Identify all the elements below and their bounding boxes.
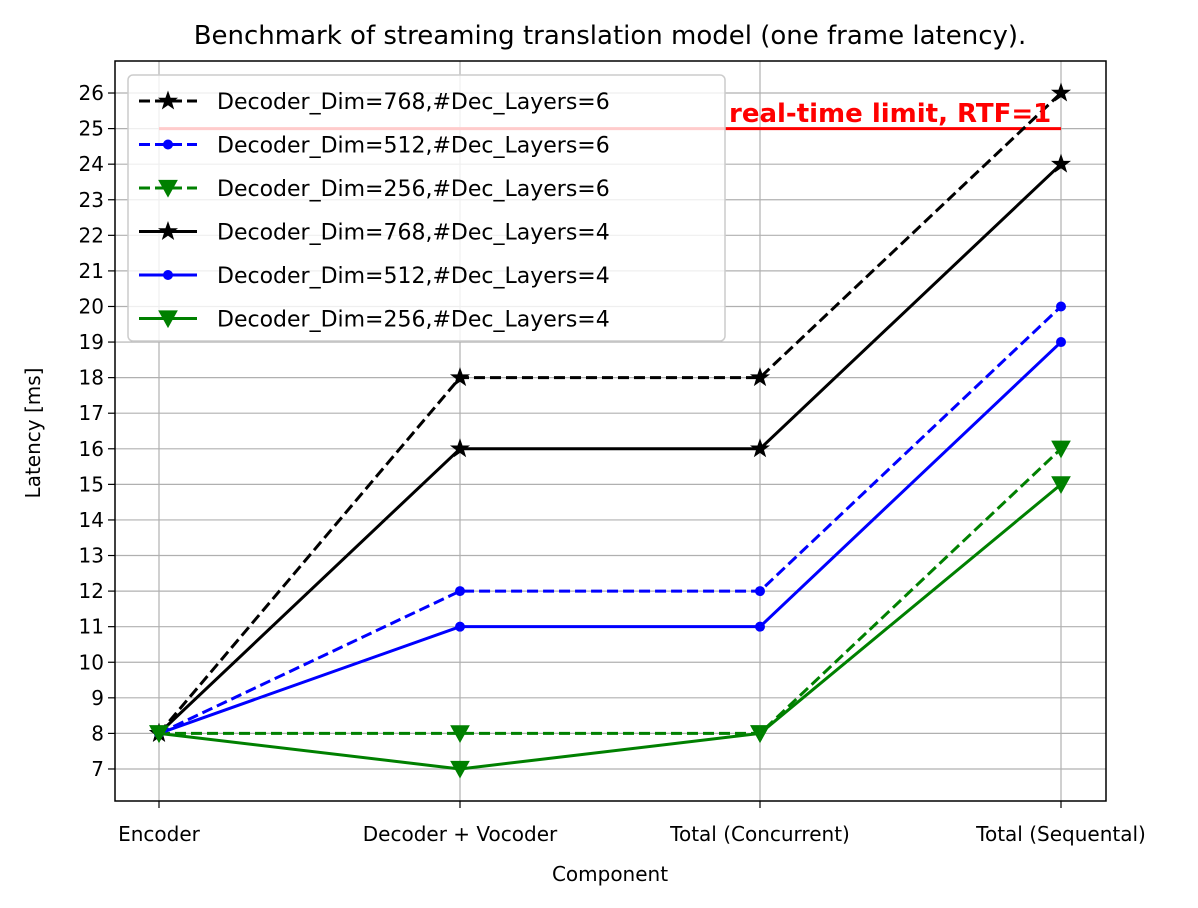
data-point-dot (163, 270, 173, 280)
y-tick-label: 21 (79, 259, 104, 283)
data-point-star (749, 438, 771, 458)
x-axis-label: Component (552, 862, 668, 886)
x-tick-label: Total (Concurrent) (669, 822, 850, 846)
data-point-star (1050, 82, 1072, 102)
data-point-star (1050, 153, 1072, 173)
real-time-limit-label: real-time limit, RTF=1 (729, 99, 1051, 129)
data-point-triangle (750, 725, 770, 743)
chart-title: Benchmark of streaming translation model… (194, 21, 1027, 51)
data-point-dot (163, 139, 173, 150)
series-line (159, 447, 1063, 735)
data-point-dot (755, 586, 765, 597)
data-point-dot (1056, 337, 1066, 348)
y-tick-label: 14 (79, 508, 104, 532)
data-point-triangle (450, 760, 470, 779)
y-tick-label: 23 (79, 188, 104, 212)
series-line (158, 483, 1062, 771)
series-6 (149, 476, 1071, 779)
y-tick-label: 18 (79, 366, 104, 390)
x-tick-label: Total (Sequental) (975, 822, 1146, 846)
data-point-triangle (158, 179, 178, 198)
y-tick-label: 9 (91, 686, 104, 710)
y-tick-label: 10 (79, 650, 104, 674)
data-point-star (749, 367, 771, 387)
legend-item: Decoder_Dim=256,#Dec_Layers=6 (139, 177, 610, 202)
data-point-triangle (450, 725, 470, 743)
y-tick-label: 7 (91, 757, 104, 781)
y-tick-label: 13 (79, 544, 104, 568)
data-point-dot (455, 621, 465, 632)
y-tick-label: 26 (79, 81, 104, 105)
y-tick-label: 25 (79, 117, 104, 141)
y-tick-label: 22 (79, 223, 104, 247)
legend-label: Decoder_Dim=256,#Dec_Layers=4 (217, 308, 610, 333)
x-tick-label: Decoder + Vocoder (363, 822, 558, 846)
y-tick-label: 20 (79, 294, 104, 318)
data-point-dot (455, 586, 465, 597)
y-axis: 7 8 9 10 11 12 13 14 15 16 17 18 19 20 21 22 23 24 25 26 (79, 81, 115, 781)
legend-item: Decoder_Dim=256,#Dec_Layers=4 (139, 308, 610, 333)
data-point-triangle (1051, 476, 1071, 494)
data-point-star (449, 367, 471, 387)
y-tick-label: 16 (79, 437, 104, 461)
legend: Decoder_Dim=768,#Dec_Layers=6 Decoder_Dim… (127, 74, 726, 342)
legend-box (127, 74, 726, 342)
x-tick-label: Encoder (118, 822, 201, 846)
plot-frame (114, 60, 1107, 802)
y-tick-label: 11 (79, 615, 104, 639)
y-tick-label: 17 (79, 401, 104, 425)
legend-item: Decoder_Dim=768,#Dec_Layers=6 (139, 90, 610, 115)
data-point-triangle (158, 310, 178, 329)
data-point-triangle (1051, 440, 1071, 459)
legend-label: Decoder_Dim=512,#Dec_Layers=4 (217, 264, 610, 289)
data-point-dot (755, 621, 765, 632)
legend-label: Decoder_Dim=768,#Dec_Layers=6 (217, 90, 610, 115)
x-axis: Encoder Decoder + Vocoder Total (Concurren… (118, 801, 1146, 846)
legend-label: Decoder_Dim=256,#Dec_Layers=6 (217, 177, 610, 202)
y-axis-label: Latency [ms] (21, 368, 45, 499)
legend-item: Decoder_Dim=512,#Dec_Layers=6 (139, 134, 610, 159)
data-point-dot (1056, 301, 1066, 312)
series-layer (148, 82, 1072, 779)
legend-label: Decoder_Dim=512,#Dec_Layers=6 (217, 134, 610, 159)
data-point-star (157, 90, 179, 110)
series-line (158, 305, 1063, 735)
y-tick-label: 12 (79, 579, 104, 603)
data-point-triangle (149, 725, 169, 743)
y-tick-label: 19 (79, 330, 104, 354)
y-tick-label: 8 (91, 721, 104, 745)
series-line (157, 163, 1063, 735)
legend-item: Decoder_Dim=512,#Dec_Layers=4 (139, 264, 610, 289)
y-tick-label: 15 (79, 472, 104, 496)
series-line (157, 91, 1063, 735)
data-point-star (157, 220, 179, 241)
data-point-star (449, 438, 471, 458)
legend-label: Decoder_Dim=768,#Dec_Layers=4 (217, 221, 610, 246)
y-tick-label: 24 (79, 152, 104, 176)
legend-item: Decoder_Dim=768,#Dec_Layers=4 (139, 221, 610, 246)
series-line (158, 340, 1063, 735)
